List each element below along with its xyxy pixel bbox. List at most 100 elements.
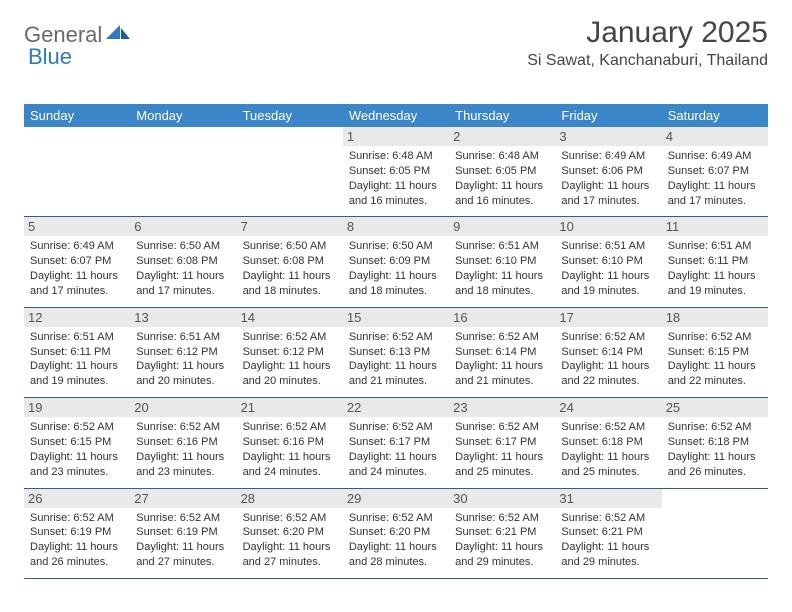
day-detail-line: Daylight: 11 hours — [30, 359, 124, 374]
day-detail-lines: Sunrise: 6:52 AMSunset: 6:18 PMDaylight:… — [561, 420, 655, 479]
day-detail-line: Sunset: 6:17 PM — [455, 435, 549, 450]
day-detail-line: Sunrise: 6:52 AM — [668, 330, 762, 345]
calendar-day-cell: 18Sunrise: 6:52 AMSunset: 6:15 PMDayligh… — [662, 307, 768, 397]
day-detail-line: Sunrise: 6:52 AM — [561, 511, 655, 526]
day-number: 30 — [449, 489, 555, 508]
day-detail-lines: Sunrise: 6:51 AMSunset: 6:12 PMDaylight:… — [136, 330, 230, 389]
day-detail-line: Sunset: 6:09 PM — [349, 254, 443, 269]
calendar-day-cell: 29Sunrise: 6:52 AMSunset: 6:20 PMDayligh… — [343, 488, 449, 578]
day-detail-line: Daylight: 11 hours — [561, 179, 655, 194]
day-detail-line: Daylight: 11 hours — [30, 540, 124, 555]
day-number: 3 — [555, 127, 661, 146]
calendar-week-row: 5Sunrise: 6:49 AMSunset: 6:07 PMDaylight… — [24, 217, 768, 307]
day-detail-line: Sunrise: 6:52 AM — [136, 420, 230, 435]
calendar-day-cell: 1 Sunrise: 6:48 AMSunset: 6:05 PMDaylight… — [343, 127, 449, 217]
day-detail-line: Sunset: 6:20 PM — [243, 525, 337, 540]
day-detail-line: and 26 minutes. — [668, 465, 762, 480]
day-number: 2 — [449, 127, 555, 146]
day-detail-line: Daylight: 11 hours — [136, 269, 230, 284]
day-detail-line: Daylight: 11 hours — [668, 359, 762, 374]
day-detail-line: Sunset: 6:07 PM — [668, 164, 762, 179]
day-number: 10 — [555, 217, 661, 236]
day-detail-line: Sunset: 6:15 PM — [668, 345, 762, 360]
day-detail-line: Sunrise: 6:51 AM — [136, 330, 230, 345]
day-detail-line: and 22 minutes. — [561, 374, 655, 389]
day-number: 4 — [662, 127, 768, 146]
calendar-day-cell — [130, 127, 236, 217]
day-detail-lines: Sunrise: 6:52 AMSunset: 6:20 PMDaylight:… — [243, 511, 337, 570]
day-number: 11 — [662, 217, 768, 236]
day-detail-line: Daylight: 11 hours — [136, 540, 230, 555]
day-detail-line: and 17 minutes. — [30, 284, 124, 299]
day-detail-lines: Sunrise: 6:52 AMSunset: 6:17 PMDaylight:… — [349, 420, 443, 479]
day-number: 15 — [343, 308, 449, 327]
day-detail-line: Sunrise: 6:52 AM — [243, 420, 337, 435]
day-detail-line: Sunrise: 6:52 AM — [30, 511, 124, 526]
day-detail-line: Daylight: 11 hours — [455, 269, 549, 284]
calendar-day-cell: 17Sunrise: 6:52 AMSunset: 6:14 PMDayligh… — [555, 307, 661, 397]
day-detail-line: Sunrise: 6:50 AM — [136, 239, 230, 254]
calendar-day-cell: 12Sunrise: 6:51 AMSunset: 6:11 PMDayligh… — [24, 307, 130, 397]
day-detail-line: and 20 minutes. — [136, 374, 230, 389]
day-detail-line: Sunset: 6:15 PM — [30, 435, 124, 450]
day-detail-line: Daylight: 11 hours — [455, 359, 549, 374]
day-detail-line: Daylight: 11 hours — [561, 269, 655, 284]
day-detail-line: Sunrise: 6:52 AM — [136, 511, 230, 526]
calendar-day-cell: 24Sunrise: 6:52 AMSunset: 6:18 PMDayligh… — [555, 398, 661, 488]
day-detail-line: and 17 minutes. — [561, 194, 655, 209]
day-detail-line: Daylight: 11 hours — [455, 179, 549, 194]
day-header: Saturday — [662, 104, 768, 127]
day-number: 6 — [130, 217, 236, 236]
day-detail-line: and 29 minutes. — [561, 555, 655, 570]
day-detail-line: Sunrise: 6:52 AM — [561, 330, 655, 345]
day-detail-line: Sunrise: 6:49 AM — [668, 149, 762, 164]
day-number: 1 — [343, 127, 449, 146]
day-number: 20 — [130, 398, 236, 417]
day-detail-line: Daylight: 11 hours — [243, 450, 337, 465]
day-detail-lines: Sunrise: 6:48 AMSunset: 6:05 PMDaylight:… — [349, 149, 443, 208]
day-detail-line: Sunrise: 6:48 AM — [349, 149, 443, 164]
day-detail-line: Sunrise: 6:52 AM — [455, 420, 549, 435]
calendar-day-cell: 10Sunrise: 6:51 AMSunset: 6:10 PMDayligh… — [555, 217, 661, 307]
day-detail-line: Sunset: 6:16 PM — [243, 435, 337, 450]
day-detail-line: Sunrise: 6:52 AM — [349, 420, 443, 435]
day-number: 27 — [130, 489, 236, 508]
day-detail-line: Daylight: 11 hours — [561, 450, 655, 465]
day-detail-line: Sunset: 6:14 PM — [561, 345, 655, 360]
day-detail-line: Daylight: 11 hours — [455, 540, 549, 555]
calendar-day-cell — [237, 127, 343, 217]
day-detail-lines: Sunrise: 6:48 AMSunset: 6:05 PMDaylight:… — [455, 149, 549, 208]
day-detail-line: Daylight: 11 hours — [668, 269, 762, 284]
day-detail-line: Sunrise: 6:52 AM — [243, 330, 337, 345]
day-detail-line: Sunrise: 6:52 AM — [455, 511, 549, 526]
day-header: Tuesday — [237, 104, 343, 127]
day-detail-lines: Sunrise: 6:52 AMSunset: 6:17 PMDaylight:… — [455, 420, 549, 479]
day-detail-line: Sunrise: 6:49 AM — [30, 239, 124, 254]
day-detail-line: and 28 minutes. — [349, 555, 443, 570]
day-detail-line: Sunrise: 6:52 AM — [561, 420, 655, 435]
day-detail-lines: Sunrise: 6:49 AMSunset: 6:06 PMDaylight:… — [561, 149, 655, 208]
day-detail-lines: Sunrise: 6:52 AMSunset: 6:15 PMDaylight:… — [668, 330, 762, 389]
day-detail-line: Sunrise: 6:52 AM — [668, 420, 762, 435]
day-number: 21 — [237, 398, 343, 417]
day-detail-line: and 21 minutes. — [455, 374, 549, 389]
day-detail-lines: Sunrise: 6:52 AMSunset: 6:16 PMDaylight:… — [243, 420, 337, 479]
day-detail-line: Sunrise: 6:52 AM — [30, 420, 124, 435]
day-detail-line: Sunset: 6:12 PM — [136, 345, 230, 360]
day-detail-lines: Sunrise: 6:52 AMSunset: 6:16 PMDaylight:… — [136, 420, 230, 479]
day-detail-line: Daylight: 11 hours — [349, 359, 443, 374]
day-detail-lines: Sunrise: 6:52 AMSunset: 6:12 PMDaylight:… — [243, 330, 337, 389]
calendar-week-row: 12Sunrise: 6:51 AMSunset: 6:11 PMDayligh… — [24, 307, 768, 397]
day-detail-line: and 22 minutes. — [668, 374, 762, 389]
calendar-header: SundayMondayTuesdayWednesdayThursdayFrid… — [24, 104, 768, 127]
day-detail-line: and 26 minutes. — [30, 555, 124, 570]
day-header: Monday — [130, 104, 236, 127]
day-header: Thursday — [449, 104, 555, 127]
day-detail-line: Daylight: 11 hours — [668, 450, 762, 465]
day-number: 31 — [555, 489, 661, 508]
calendar-week-row: 19Sunrise: 6:52 AMSunset: 6:15 PMDayligh… — [24, 398, 768, 488]
calendar-day-cell: 7Sunrise: 6:50 AMSunset: 6:08 PMDaylight… — [237, 217, 343, 307]
day-header: Wednesday — [343, 104, 449, 127]
calendar-day-cell: 14Sunrise: 6:52 AMSunset: 6:12 PMDayligh… — [237, 307, 343, 397]
day-detail-lines: Sunrise: 6:52 AMSunset: 6:19 PMDaylight:… — [30, 511, 124, 570]
